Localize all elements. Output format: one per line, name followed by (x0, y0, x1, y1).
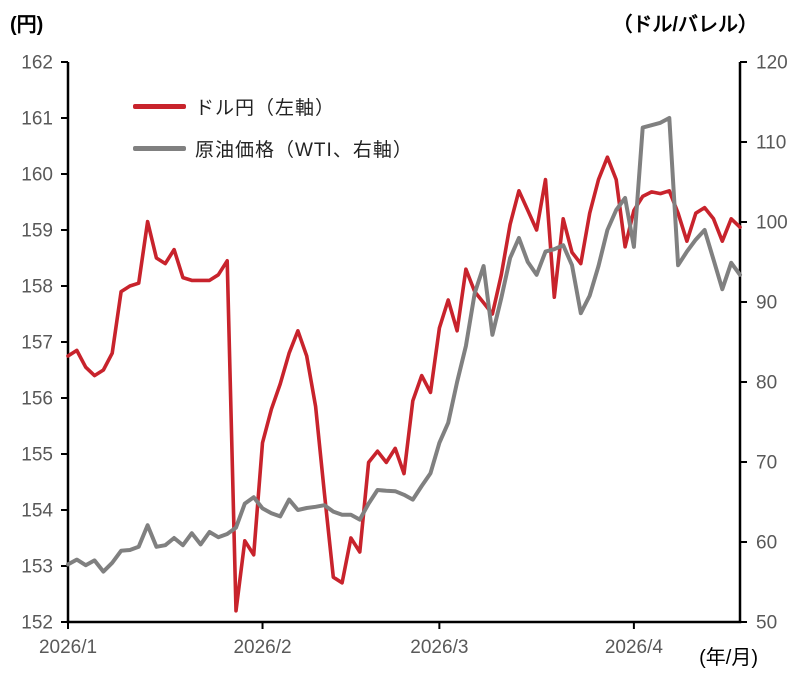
legend-item-wti: 原油価格（WTI、右軸） (133, 135, 413, 161)
y-left-tick-label: 157 (21, 333, 53, 354)
y-right-tick-label: 60 (756, 533, 777, 554)
x-tick-label: 2026/4 (605, 637, 664, 658)
y-left-tick-label: 160 (21, 165, 53, 186)
wti-line-swatch (133, 145, 186, 151)
y-left-tick-label: 161 (21, 109, 53, 130)
x-axis-unit-label: (年/月) (699, 647, 758, 669)
y-right-tick-label: 90 (756, 293, 777, 314)
y-left-tick-label: 154 (21, 501, 53, 522)
x-tick-label: 2026/3 (410, 637, 468, 658)
right-axis-unit-label: （ドル/バレル） (612, 14, 758, 36)
y-left-tick-label: 162 (21, 53, 53, 74)
x-tick-label: 2026/2 (233, 637, 291, 658)
y-left-tick-label: 153 (21, 557, 53, 578)
y-right-tick-label: 120 (756, 53, 788, 74)
usdjpy-line-swatch (133, 103, 186, 109)
y-left-tick-label: 158 (21, 277, 53, 298)
left-axis-unit-label: (円) (10, 14, 44, 36)
y-left-tick-label: 156 (21, 389, 53, 410)
y-right-tick-label: 70 (756, 453, 777, 474)
y-left-tick-label: 152 (21, 613, 53, 634)
wti-line (66, 116, 742, 574)
y-right-tick-label: 100 (756, 213, 788, 234)
y-right-tick-label: 110 (756, 133, 786, 154)
legend-label-wti: 原油価格（WTI、右軸） (195, 139, 413, 161)
legend-item-usdjpy: ドル円（左軸） (133, 93, 413, 119)
legend-label-usdjpy: ドル円（左軸） (195, 97, 336, 119)
y-right-tick-label: 50 (756, 613, 777, 634)
x-tick-label: 2026/1 (39, 637, 97, 658)
y-left-tick-label: 155 (21, 445, 53, 466)
usdjpy-line (66, 155, 742, 613)
y-left-tick-label: 159 (21, 221, 53, 242)
chart-legend: ドル円（左軸） 原油価格（WTI、右軸） (133, 93, 413, 177)
y-right-tick-label: 80 (756, 373, 777, 394)
